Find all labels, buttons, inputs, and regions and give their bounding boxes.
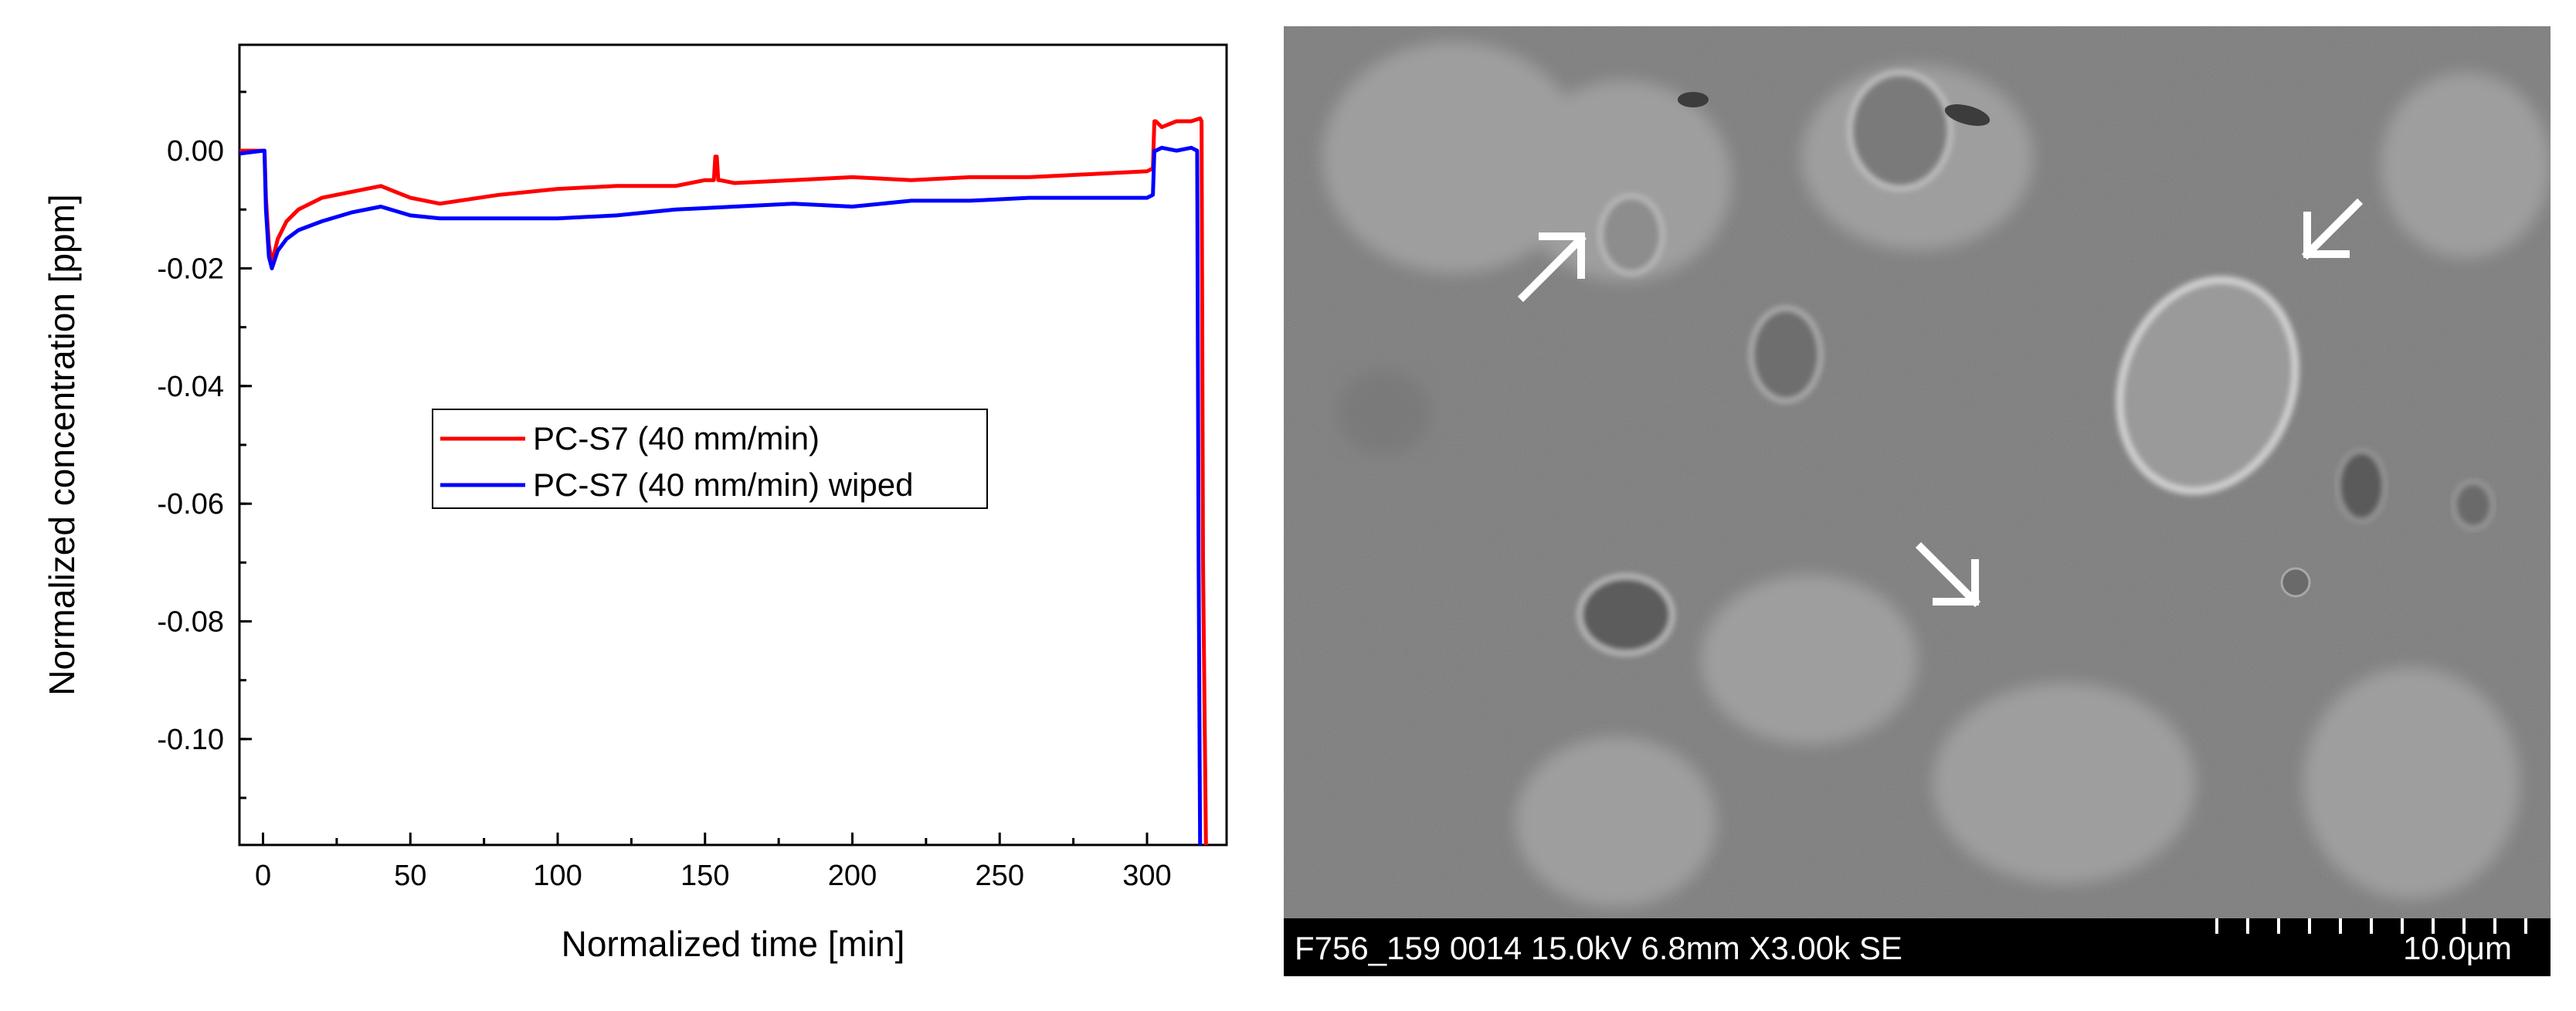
series-line-1: [239, 116, 1208, 846]
legend-label-2: PC-S7 (40 mm/min) wiped: [533, 466, 913, 503]
x-tick-label: 200: [828, 860, 877, 892]
y-tick-label: -0.06: [157, 488, 224, 521]
line-chart: 0 50 100 150 200 250 300 0.00 -0.02 -0.04 -0.06 -0…: [42, 43, 1228, 964]
y-tick-label: -0.08: [157, 606, 224, 639]
series-line-2: [239, 145, 1203, 846]
chart-panel: 0 50 100 150 200 250 300 0.00 -0.02 -0.04 -0.06 -0…: [0, 0, 1282, 1007]
sem-info-bar: F756_159 0014 15.0kV 6.8mm X3.00k SE 10.…: [1284, 918, 2551, 976]
x-tick-label: 0: [255, 860, 271, 892]
sem-arrows: [1517, 198, 2364, 608]
x-axis-label: Normalized time [min]: [562, 924, 905, 964]
sem-panel: F756_159 0014 15.0kV 6.8mm X3.00k SE 10.…: [1284, 26, 2551, 976]
y-tick-label: -0.04: [157, 371, 224, 403]
arrow-upper-right: [2301, 198, 2364, 260]
sem-pits: [1338, 70, 2494, 656]
x-tick-label: 100: [533, 860, 582, 892]
x-tick-label: 150: [680, 860, 729, 892]
sem-scale-label: 10.0μm: [2403, 930, 2512, 966]
sem-micrograph: [1284, 26, 2551, 918]
y-axis-label: Normalized concentration [ppm]: [42, 194, 82, 695]
arrow-middle: [1915, 541, 1981, 608]
sem-caption: F756_159 0014 15.0kV 6.8mm X3.00k SE: [1295, 930, 1902, 966]
x-tick-label: 250: [976, 860, 1024, 892]
x-tick-label: 50: [394, 860, 426, 892]
series-layer: [239, 116, 1208, 846]
y-tick-label: 0.00: [167, 135, 224, 168]
sem-texture: [1284, 26, 2551, 918]
sem-light-regions: [1322, 42, 2551, 907]
y-tick-label: -0.02: [157, 253, 224, 285]
y-axis-ticks: 0.00 -0.02 -0.04 -0.06 -0.08 -0.10: [157, 90, 252, 799]
sem-scale-bar: [2215, 918, 2527, 934]
x-tick-label: 300: [1122, 860, 1171, 892]
legend-label-1: PC-S7 (40 mm/min): [533, 420, 820, 456]
legend: PC-S7 (40 mm/min) PC-S7 (40 mm/min) wipe…: [432, 409, 988, 509]
y-tick-label: -0.10: [157, 724, 224, 756]
arrow-upper-left: [1517, 232, 1587, 303]
legend-box: [432, 409, 988, 509]
x-axis-ticks: 0 50 100 150 200 250 300: [255, 833, 1172, 892]
